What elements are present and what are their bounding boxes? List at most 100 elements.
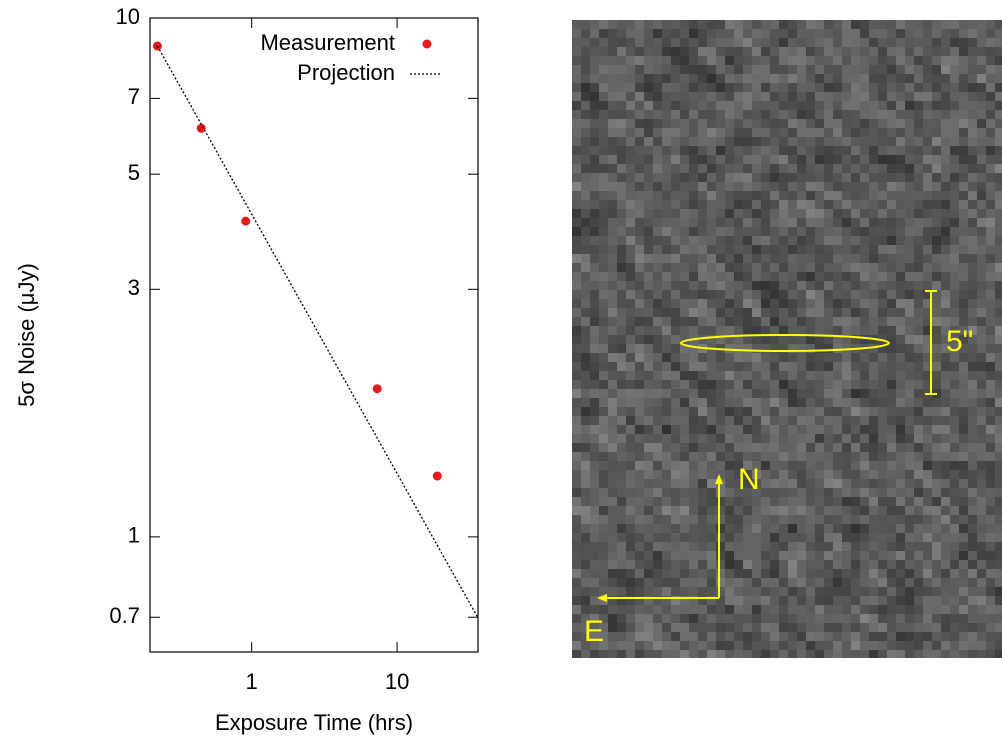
noise-pixel [914,362,923,371]
noise-pixel [743,569,752,578]
noise-pixel [617,650,626,658]
noise-pixel [752,506,761,515]
noise-pixel [833,236,842,245]
noise-pixel [995,173,1002,182]
noise-pixel [653,398,662,407]
noise-pixel [797,443,806,452]
noise-pixel [572,191,581,200]
noise-pixel [851,335,860,344]
noise-pixel [644,353,653,362]
noise-pixel [707,263,716,272]
noise-pixel [743,146,752,155]
noise-pixel [716,488,725,497]
noise-pixel [923,317,932,326]
noise-pixel [914,605,923,614]
noise-pixel [923,227,932,236]
noise-pixel [932,542,941,551]
noise-pixel [671,416,680,425]
noise-pixel [797,245,806,254]
noise-pixel [653,290,662,299]
noise-pixel [680,38,689,47]
noise-pixel [995,551,1002,560]
noise-pixel [689,281,698,290]
noise-pixel [680,173,689,182]
noise-pixel [977,596,986,605]
noise-pixel [860,83,869,92]
noise-pixel [734,443,743,452]
noise-pixel [671,65,680,74]
noise-pixel [851,65,860,74]
noise-pixel [977,470,986,479]
noise-pixel [599,56,608,65]
noise-pixel [662,218,671,227]
noise-pixel [869,83,878,92]
noise-pixel [959,443,968,452]
noise-pixel [941,650,950,658]
noise-pixel [851,542,860,551]
noise-pixel [923,497,932,506]
noise-pixel [698,335,707,344]
noise-pixel [995,479,1002,488]
noise-pixel [707,227,716,236]
noise-pixel [734,245,743,254]
noise-pixel [968,569,977,578]
noise-pixel [617,164,626,173]
noise-pixel [752,65,761,74]
noise-pixel [608,461,617,470]
noise-pixel [923,416,932,425]
noise-pixel [887,245,896,254]
noise-pixel [788,461,797,470]
noise-pixel [581,434,590,443]
noise-pixel [770,470,779,479]
noise-pixel [869,479,878,488]
noise-pixel [833,74,842,83]
noise-pixel [797,164,806,173]
noise-pixel [842,164,851,173]
noise-pixel [599,542,608,551]
noise-pixel [671,551,680,560]
noise-pixel [806,173,815,182]
noise-pixel [806,488,815,497]
noise-pixel [608,29,617,38]
noise-pixel [833,110,842,119]
noise-pixel [950,614,959,623]
noise-pixel [788,38,797,47]
noise-pixel [986,245,995,254]
noise-pixel [923,623,932,632]
noise-pixel [680,236,689,245]
noise-pixel [887,380,896,389]
noise-pixel [887,101,896,110]
noise-pixel [824,299,833,308]
noise-pixel [725,542,734,551]
x-tick-label: 1 [246,669,258,694]
noise-pixel [824,641,833,650]
noise-pixel [590,137,599,146]
noise-pixel [887,281,896,290]
noise-pixel [581,614,590,623]
noise-pixel [590,578,599,587]
noise-pixel [644,344,653,353]
noise-pixel [590,29,599,38]
noise-pixel [977,425,986,434]
noise-pixel [941,182,950,191]
noise-pixel [860,227,869,236]
noise-pixel [824,353,833,362]
noise-pixel [941,83,950,92]
noise-pixel [986,560,995,569]
noise-pixel [743,596,752,605]
noise-pixel [995,155,1002,164]
noise-pixel [617,56,626,65]
noise-pixel [833,344,842,353]
noise-pixel [680,398,689,407]
noise-pixel [644,200,653,209]
noise-pixel [644,245,653,254]
noise-pixel [716,380,725,389]
noise-pixel [743,335,752,344]
noise-pixel [653,353,662,362]
noise-pixel [878,65,887,74]
noise-pixel [743,479,752,488]
noise-pixel [806,650,815,658]
noise-pixel [653,245,662,254]
noise-pixel [752,344,761,353]
noise-pixel [662,362,671,371]
